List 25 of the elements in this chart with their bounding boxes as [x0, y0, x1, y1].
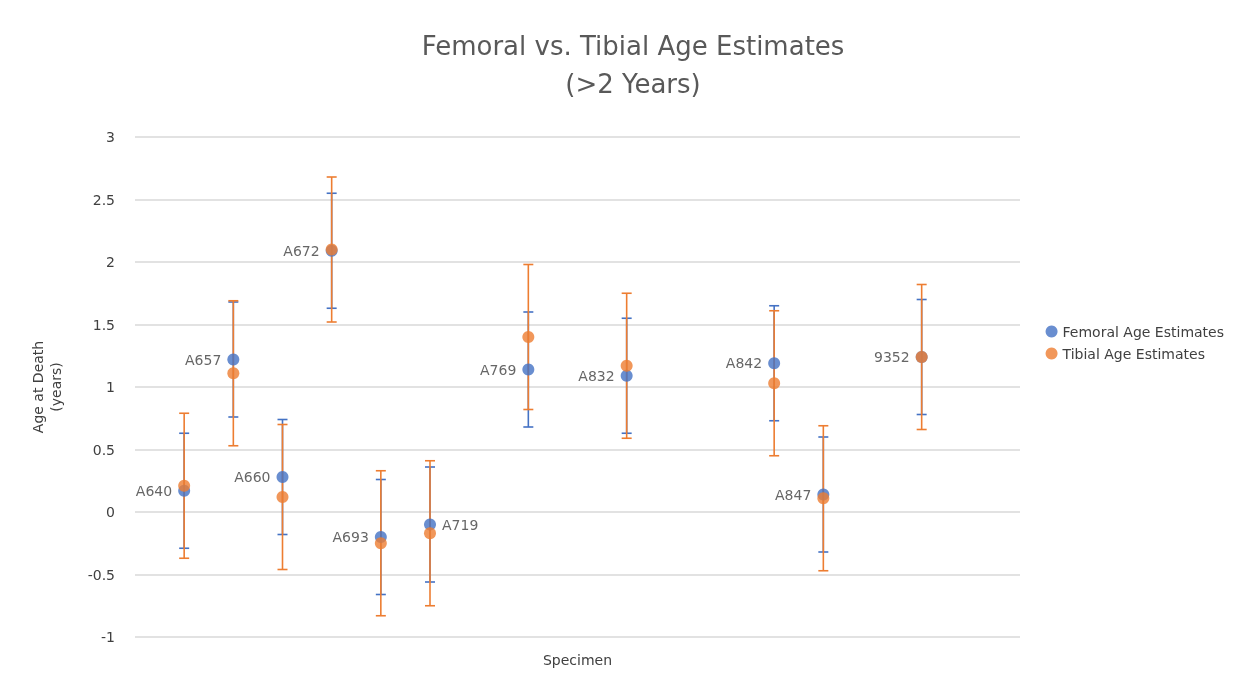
annotation: A660: [234, 469, 271, 485]
y-tick-label: 1.5: [92, 316, 115, 333]
legend-label: Femoral Age Estimates: [1062, 323, 1224, 340]
y-tick-label: -1: [101, 629, 115, 645]
annotation: A719: [442, 516, 479, 533]
legend-label: Tibial Age Estimates: [1061, 345, 1205, 362]
y-tick-label: 2: [106, 254, 115, 270]
annotation: A657: [185, 351, 222, 368]
annotation: A847: [775, 486, 812, 503]
annotation: A640: [135, 482, 173, 499]
y-tick-label: 0.5: [92, 441, 115, 458]
annotation: 9352: [874, 349, 910, 365]
y-tick-label: 0: [106, 504, 115, 520]
annotation: A672: [283, 242, 320, 259]
chart-title: Femoral vs. Tibial Age Estimates (>2 Years): [421, 31, 845, 99]
annotation: A832: [578, 367, 615, 384]
y-tick-label: -0.5: [87, 566, 115, 583]
y-axis-title: Age at Death (years): [30, 340, 64, 434]
y-tick-label: 3: [106, 129, 115, 145]
annotation: A693: [332, 529, 369, 545]
y-tick-label: 2.5: [92, 191, 115, 208]
x-axis-title: Specimen: [542, 652, 613, 668]
annotation: A769: [480, 361, 517, 378]
y-tick-label: 1: [106, 379, 115, 395]
annotation: A842: [725, 355, 763, 372]
